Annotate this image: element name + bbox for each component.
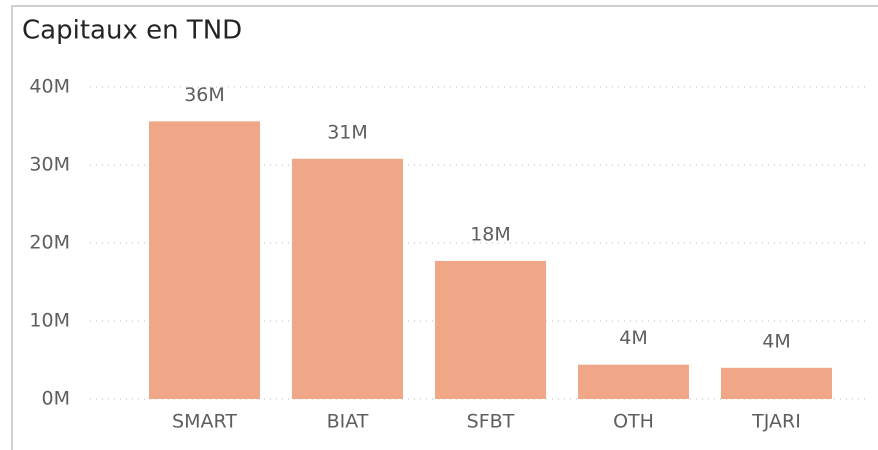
bar — [149, 121, 260, 399]
x-tick-label: SMART — [172, 411, 237, 433]
y-tick-label: 30M — [29, 154, 70, 176]
x-tick-label: SFBT — [467, 411, 515, 433]
data-label: 31M — [327, 121, 368, 143]
y-tick-label: 0M — [42, 388, 70, 410]
data-label: 4M — [619, 327, 647, 349]
data-label: 4M — [762, 330, 790, 352]
data-label: 36M — [184, 84, 225, 106]
x-tick-label: OTH — [613, 411, 654, 433]
y-tick-label: 40M — [29, 76, 70, 98]
chart-title: Capitaux en TND — [22, 16, 242, 46]
x-tick-label: TJARI — [751, 411, 801, 433]
x-tick-label: BIAT — [327, 411, 369, 433]
bar — [435, 260, 546, 399]
y-tick-label: 20M — [29, 232, 70, 254]
bar — [721, 367, 832, 399]
bar — [578, 364, 689, 399]
y-tick-label: 10M — [29, 310, 70, 332]
bar — [292, 158, 403, 399]
data-label: 18M — [470, 223, 511, 245]
frame — [11, 5, 878, 450]
